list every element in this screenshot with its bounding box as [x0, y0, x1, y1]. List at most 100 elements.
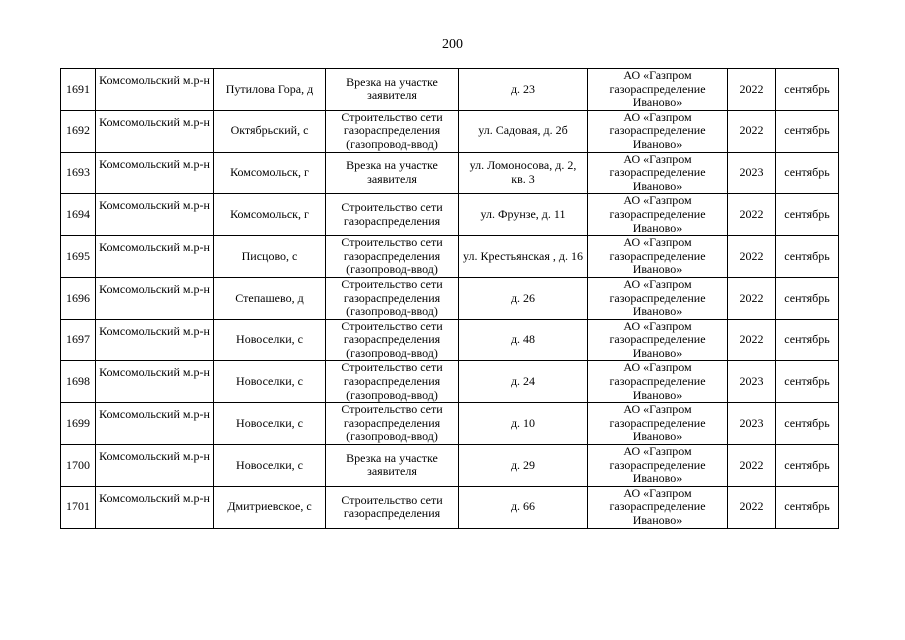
district-cell: Комсомольский м.р-н [95, 402, 214, 446]
row-number: 1697 [60, 318, 96, 362]
locality-cell: Путилова Гора, д [213, 68, 326, 111]
organization-cell: АО «Газпром газораспределение Иваново» [587, 151, 728, 195]
work-type-cell: Строительство сети газораспределения [325, 193, 459, 237]
address-cell: д. 23 [458, 68, 588, 111]
table-row: 1693 Комсомольский м.р-н Комсомольск, г Вре… [60, 151, 839, 195]
organization-cell: АО «Газпром газораспределение Иваново» [587, 485, 728, 529]
locality-cell: Писцово, с [213, 235, 326, 278]
month-cell: сентябрь [775, 402, 839, 446]
locality-cell: Октябрьский, с [213, 109, 326, 153]
address-cell: ул. Крестьянская , д. 16 [458, 235, 588, 278]
organization-cell: АО «Газпром газораспределение Иваново» [587, 276, 728, 320]
work-type-cell: Врезка на участке заявителя [325, 151, 459, 195]
year-cell: 2022 [727, 235, 776, 278]
locality-cell: Комсомольск, г [213, 193, 326, 237]
row-number: 1700 [60, 444, 96, 487]
year-cell: 2022 [727, 276, 776, 320]
organization-cell: АО «Газпром газораспределение Иваново» [587, 402, 728, 446]
district-cell: Комсомольский м.р-н [95, 151, 214, 195]
month-cell: сентябрь [775, 68, 839, 111]
year-cell: 2023 [727, 360, 776, 404]
district-cell: Комсомольский м.р-н [95, 360, 214, 404]
organization-cell: АО «Газпром газораспределение Иваново» [587, 193, 728, 237]
locality-cell: Степашево, д [213, 276, 326, 320]
locality-cell: Дмитриевское, с [213, 485, 326, 529]
table-row: 1697 Комсомольский м.р-н Новоселки, с Строи… [60, 318, 839, 362]
row-number: 1692 [60, 109, 96, 153]
work-type-cell: Врезка на участке заявителя [325, 444, 459, 487]
address-cell: ул. Ломоносова, д. 2, кв. 3 [458, 151, 588, 195]
month-cell: сентябрь [775, 360, 839, 404]
month-cell: сентябрь [775, 276, 839, 320]
district-cell: Комсомольский м.р-н [95, 276, 214, 320]
year-cell: 2022 [727, 485, 776, 529]
work-type-cell: Строительство сети газораспределения (га… [325, 235, 459, 278]
table-row: 1699 Комсомольский м.р-н Новоселки, с Строи… [60, 402, 839, 446]
address-cell: д. 48 [458, 318, 588, 362]
district-cell: Комсомольский м.р-н [95, 193, 214, 237]
row-number: 1696 [60, 276, 96, 320]
month-cell: сентябрь [775, 318, 839, 362]
row-number: 1694 [60, 193, 96, 237]
address-cell: д. 66 [458, 485, 588, 529]
work-type-cell: Строительство сети газораспределения (га… [325, 109, 459, 153]
table-row: 1695 Комсомольский м.р-н Писцово, с Строите… [60, 235, 839, 278]
work-type-cell: Строительство сети газораспределения (га… [325, 276, 459, 320]
locality-cell: Комсомольск, г [213, 151, 326, 195]
district-cell: Комсомольский м.р-н [95, 68, 214, 111]
page-number: 200 [442, 37, 463, 52]
table-row: 1698 Комсомольский м.р-н Новоселки, с Строи… [60, 360, 839, 404]
year-cell: 2022 [727, 68, 776, 111]
row-number: 1693 [60, 151, 96, 195]
row-number: 1701 [60, 485, 96, 529]
work-type-cell: Строительство сети газораспределения (га… [325, 360, 459, 404]
work-type-cell: Врезка на участке заявителя [325, 68, 459, 111]
address-cell: ул. Фрунзе, д. 11 [458, 193, 588, 237]
locality-cell: Новоселки, с [213, 318, 326, 362]
work-type-cell: Строительство сети газораспределения [325, 485, 459, 529]
row-number: 1695 [60, 235, 96, 278]
month-cell: сентябрь [775, 444, 839, 487]
month-cell: сентябрь [775, 109, 839, 153]
year-cell: 2022 [727, 193, 776, 237]
organization-cell: АО «Газпром газораспределение Иваново» [587, 109, 728, 153]
year-cell: 2022 [727, 444, 776, 487]
locality-cell: Новоселки, с [213, 360, 326, 404]
organization-cell: АО «Газпром газораспределение Иваново» [587, 68, 728, 111]
address-cell: д. 10 [458, 402, 588, 446]
district-cell: Комсомольский м.р-н [95, 318, 214, 362]
district-cell: Комсомольский м.р-н [95, 235, 214, 278]
table-row: 1694 Комсомольский м.р-н Комсомольск, г Стр… [60, 193, 839, 237]
work-type-cell: Строительство сети газораспределения (га… [325, 318, 459, 362]
table-row: 1701 Комсомольский м.р-н Дмитриевское, с Ст… [60, 485, 839, 529]
district-cell: Комсомольский м.р-н [95, 109, 214, 153]
table-row: 1700 Комсомольский м.р-н Новоселки, с Врезк… [60, 444, 839, 487]
month-cell: сентябрь [775, 235, 839, 278]
work-type-cell: Строительство сети газораспределения (га… [325, 402, 459, 446]
year-cell: 2023 [727, 151, 776, 195]
address-cell: д. 24 [458, 360, 588, 404]
address-cell: д. 29 [458, 444, 588, 487]
locality-cell: Новоселки, с [213, 444, 326, 487]
row-number: 1691 [60, 68, 96, 111]
address-cell: д. 26 [458, 276, 588, 320]
district-cell: Комсомольский м.р-н [95, 444, 214, 487]
organization-cell: АО «Газпром газораспределение Иваново» [587, 235, 728, 278]
row-number: 1698 [60, 360, 96, 404]
month-cell: сентябрь [775, 193, 839, 237]
month-cell: сентябрь [775, 151, 839, 195]
row-number: 1699 [60, 402, 96, 446]
organization-cell: АО «Газпром газораспределение Иваново» [587, 360, 728, 404]
address-cell: ул. Садовая, д. 2б [458, 109, 588, 153]
organization-cell: АО «Газпром газораспределение Иваново» [587, 318, 728, 362]
table-row: 1696 Комсомольский м.р-н Степашево, д Строи… [60, 276, 839, 320]
organization-cell: АО «Газпром газораспределение Иваново» [587, 444, 728, 487]
table-row: 1692 Комсомольский м.р-н Октябрьский, с Стр… [60, 109, 839, 153]
year-cell: 2022 [727, 109, 776, 153]
year-cell: 2022 [727, 318, 776, 362]
locality-cell: Новоселки, с [213, 402, 326, 446]
year-cell: 2023 [727, 402, 776, 446]
month-cell: сентябрь [775, 485, 839, 529]
